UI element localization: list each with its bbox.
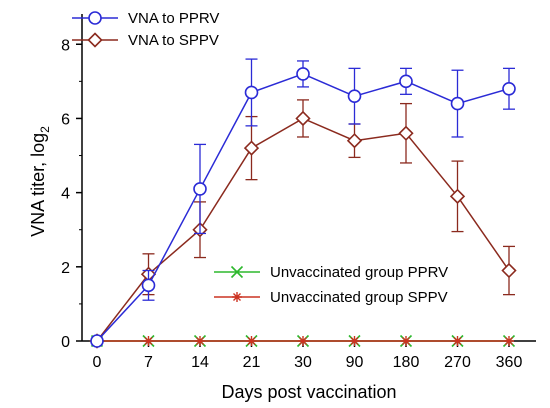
x-tick-label: 90 xyxy=(346,354,364,371)
point-circle-marker xyxy=(450,96,465,111)
point-x-marker xyxy=(230,265,244,279)
legend-top-left: VNA to PPRV VNA to SPPV xyxy=(72,10,219,49)
point-circle-marker xyxy=(88,11,102,25)
legend-layer: VNA to PPRV VNA to SPPV Unvaccinated group… xyxy=(72,10,448,306)
point-diamond-marker xyxy=(501,262,517,279)
x-tick-label: 7 xyxy=(144,354,153,371)
y-tick-label: 0 xyxy=(61,334,70,351)
x-tick-label: 30 xyxy=(294,354,312,371)
point-star-marker xyxy=(349,336,360,346)
point-circle-marker xyxy=(141,278,156,293)
series-unvaccinated-group-sppv xyxy=(92,336,514,346)
y-tick-label: 8 xyxy=(61,37,70,54)
y-axis-title-main: VNA titer, log xyxy=(28,133,48,237)
point-circle-marker xyxy=(502,81,516,96)
y-axis-title: VNA titer, log2 xyxy=(28,126,52,237)
y-tick-label: 6 xyxy=(61,111,70,128)
legend-center-right: Unvaccinated group PPRV Unvaccinated grou… xyxy=(214,264,448,306)
point-star-marker xyxy=(452,336,463,346)
legend-label: Unvaccinated group PPRV xyxy=(270,264,448,281)
x-axis-title: Days post vaccination xyxy=(221,382,396,402)
point-star-marker xyxy=(401,336,411,346)
point-star-marker xyxy=(143,336,154,346)
x-tick-label: 21 xyxy=(243,354,261,371)
point-diamond-marker xyxy=(87,32,103,48)
legend-label: VNA to SPPV xyxy=(128,32,219,49)
series-vna-to-pprv xyxy=(90,58,516,348)
point-star-marker xyxy=(195,336,205,346)
point-star-marker xyxy=(504,336,514,346)
legend-entry: Unvaccinated group SPPV xyxy=(214,289,448,306)
point-diamond-marker xyxy=(243,140,260,156)
point-diamond-marker xyxy=(398,125,414,141)
point-star-marker xyxy=(298,336,308,346)
series-line xyxy=(96,117,510,342)
y-ticks: 0 2 4 6 8 xyxy=(61,37,82,351)
legend-entry: VNA to SPPV xyxy=(72,32,219,49)
point-circle-marker xyxy=(399,74,413,89)
series-layer xyxy=(89,58,517,349)
point-diamond-marker xyxy=(346,133,363,149)
point-diamond-marker xyxy=(449,188,466,204)
x-ticks: 0 7 14 21 30 90 180 270 360 xyxy=(93,341,523,371)
x-tick-label: 360 xyxy=(496,354,523,371)
x-tick-label: 270 xyxy=(444,354,471,371)
y-tick-label: 2 xyxy=(61,260,70,277)
point-circle-marker xyxy=(193,182,207,196)
point-circle-marker xyxy=(90,334,104,348)
legend-entry: VNA to PPRV xyxy=(72,10,219,27)
legend-label: VNA to PPRV xyxy=(128,10,219,27)
point-diamond-marker xyxy=(295,110,311,127)
x-tick-label: 180 xyxy=(393,354,420,371)
legend-entry: Unvaccinated group PPRV xyxy=(214,264,448,281)
point-star-marker xyxy=(232,292,242,302)
point-circle-marker xyxy=(347,89,362,103)
legend-label: Unvaccinated group SPPV xyxy=(270,289,448,306)
y-tick-label: 4 xyxy=(61,186,70,203)
point-circle-marker xyxy=(244,85,259,100)
point-circle-marker xyxy=(296,67,310,81)
x-tick-label: 0 xyxy=(93,354,102,371)
x-tick-label: 14 xyxy=(191,354,209,371)
point-star-marker xyxy=(246,336,257,346)
y-axis-title-subscript: 2 xyxy=(38,126,52,133)
